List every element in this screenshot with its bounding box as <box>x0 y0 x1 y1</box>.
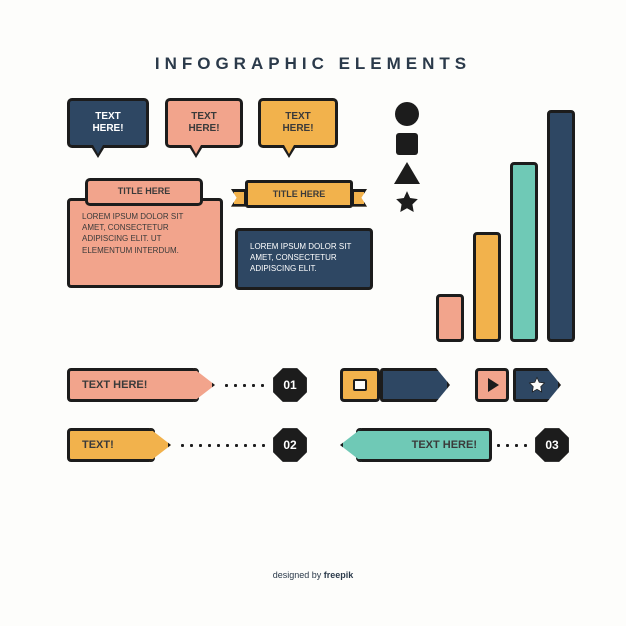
connector-dots <box>222 384 270 387</box>
chip <box>513 368 561 402</box>
speech-bubble: TEXT HERE! <box>258 98 338 148</box>
ribbon-banner: TITLE HERE <box>245 180 353 208</box>
bar <box>547 110 575 342</box>
arrow-tag: TEXT HERE! <box>67 368 199 402</box>
title-card: TITLE HERE <box>85 178 203 206</box>
connector-dots <box>178 444 268 447</box>
number-badge: 03 <box>534 427 570 463</box>
connector-dots <box>494 444 532 447</box>
speech-bubble: TEXT HERE! <box>165 98 243 148</box>
star-icon <box>394 189 420 220</box>
credit-prefix: designed by <box>273 570 324 580</box>
arrow-tag: TEXT! <box>67 428 155 462</box>
arrow-tag: TEXT HERE! <box>356 428 492 462</box>
chip <box>475 368 509 402</box>
credit-line: designed by freepik <box>0 570 626 580</box>
credit-brand: freepik <box>324 570 354 580</box>
text-box: LOREM IPSUM DOLOR SIT AMET, CONSECTETUR … <box>67 198 223 288</box>
page-title: INFOGRAPHIC ELEMENTS <box>0 54 626 74</box>
speech-bubble: TEXT HERE! <box>67 98 149 148</box>
chip <box>380 368 450 402</box>
chip <box>340 368 380 402</box>
number-badge: 02 <box>272 427 308 463</box>
square-icon <box>396 133 418 155</box>
bar <box>436 294 464 342</box>
circle-icon <box>395 102 419 126</box>
text-box: LOREM IPSUM DOLOR SIT AMET, CONSECTETUR … <box>235 228 373 290</box>
bar <box>473 232 501 342</box>
bar <box>510 162 538 342</box>
triangle-icon <box>394 162 420 184</box>
number-badge: 01 <box>272 367 308 403</box>
